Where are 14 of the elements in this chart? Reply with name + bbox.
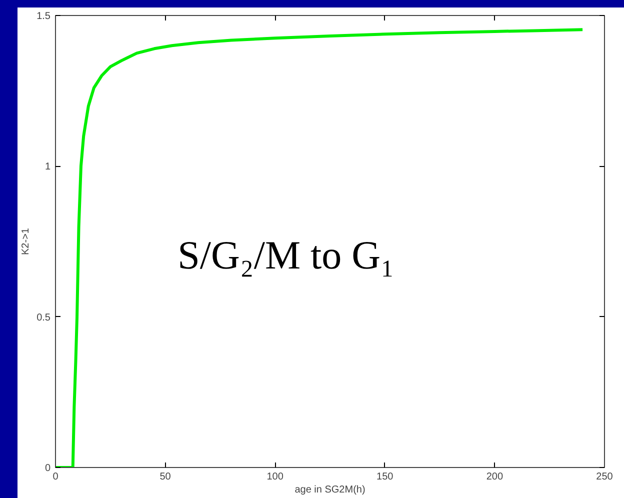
y-tick-label: 1 bbox=[44, 162, 51, 173]
x-axis-title: age in SG2M(h) bbox=[294, 484, 366, 496]
y-tick-label: 1.5 bbox=[36, 11, 51, 22]
x-tick-label: 50 bbox=[160, 472, 172, 482]
y-tick-label: 0.5 bbox=[36, 312, 51, 324]
x-tick-label: 250 bbox=[596, 472, 614, 482]
annotation: S/G₂/M to G₁ bbox=[178, 232, 394, 278]
y-tick-label: 0 bbox=[44, 463, 51, 474]
line-series bbox=[56, 28, 584, 468]
x-tick-label: 150 bbox=[376, 472, 394, 482]
y-axis-title: K2->1 bbox=[20, 228, 32, 255]
x-tick-label: 0 bbox=[52, 472, 59, 482]
x-tick-label: 100 bbox=[266, 472, 284, 482]
x-tick-label: 200 bbox=[486, 472, 504, 482]
